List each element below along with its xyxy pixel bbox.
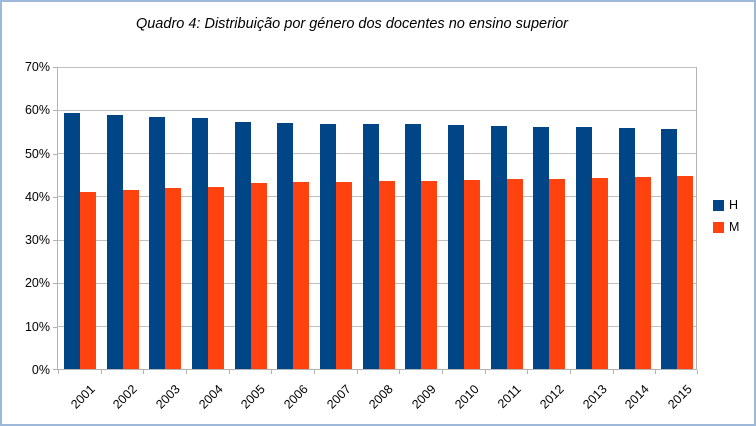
x-axis-tick <box>228 370 230 374</box>
y-axis-tick <box>53 67 58 68</box>
legend-label-h: H <box>729 198 739 212</box>
x-axis-tick <box>271 370 273 374</box>
x-axis-label-2004: 2004 <box>195 382 226 412</box>
x-axis-label-2012: 2012 <box>537 382 567 412</box>
bar-h-2011 <box>490 125 507 369</box>
legend-item-m: M <box>713 220 754 234</box>
chart-title: Quadro 4: Distribuição por género dos do… <box>135 16 569 32</box>
x-axis-label-2003: 2003 <box>153 382 183 412</box>
legend-swatch-m <box>713 221 724 233</box>
gridline <box>58 109 696 111</box>
bar-h-2005 <box>234 122 251 369</box>
bar-h-2014 <box>618 127 635 369</box>
bar-m-2010 <box>464 180 480 369</box>
x-axis-label-2008: 2008 <box>366 382 396 412</box>
x-axis-label-2009: 2009 <box>409 382 439 412</box>
x-axis-tick <box>697 370 698 374</box>
x-axis-label-2006: 2006 <box>281 382 311 412</box>
bar-h-2015 <box>661 128 678 369</box>
x-axis-label-2011: 2011 <box>495 382 524 411</box>
x-axis-tick <box>612 370 614 374</box>
plot-area: 70% 60% 50% 40% 30% 20% 10% 0% <box>25 60 698 377</box>
bar-m-2009 <box>421 180 438 369</box>
bar-m-2002 <box>122 190 139 369</box>
x-axis-label-2015: 2015 <box>665 382 695 412</box>
x-axis-tick <box>314 370 315 374</box>
x-axis-tick <box>143 370 145 374</box>
x-axis-labels: 2001 2002 2003 2004 2005 2006 2007 2008 2009 2010… <box>57 370 697 424</box>
x-axis-tick <box>655 370 657 374</box>
gridline <box>58 66 696 68</box>
x-axis-tick <box>100 370 102 374</box>
x-axis-tick <box>186 370 187 374</box>
bar-m-2004 <box>208 187 224 369</box>
y-axis-tick <box>53 110 58 112</box>
y-axis-tick <box>53 369 58 370</box>
bar-m-2011 <box>506 179 523 369</box>
bar-h-2002 <box>106 114 123 369</box>
x-axis-label-2007: 2007 <box>323 382 354 412</box>
bar-h-2010 <box>448 124 464 369</box>
bar-m-2005 <box>250 182 267 369</box>
bar-m-2014 <box>634 177 651 369</box>
bar-h-2008 <box>362 124 379 369</box>
bar-h-2009 <box>405 124 422 369</box>
y-axis-label: 60% <box>24 103 50 118</box>
x-axis-label-2001: 2001 <box>67 382 98 412</box>
bar-m-2007 <box>336 181 352 369</box>
bar-h-2006 <box>277 123 294 369</box>
legend-item-h: H <box>713 198 754 212</box>
y-axis-label: 50% <box>24 146 50 161</box>
bar-m-2012 <box>549 178 566 369</box>
x-axis-label-2002: 2002 <box>110 382 140 412</box>
x-axis-label-2014: 2014 <box>622 382 652 412</box>
bar-m-2008 <box>378 181 395 369</box>
y-axis-tick <box>53 326 58 328</box>
x-axis-tick <box>442 370 443 374</box>
bar-h-2004 <box>192 117 208 369</box>
legend: H M <box>713 198 754 242</box>
x-axis-tick <box>527 370 529 374</box>
bar-m-2015 <box>677 176 694 369</box>
y-axis-tick <box>53 153 58 155</box>
bar-h-2012 <box>533 126 550 369</box>
x-axis-tick <box>58 370 59 374</box>
y-axis-tick <box>53 240 58 242</box>
x-axis-tick <box>570 370 571 374</box>
bar-m-2001 <box>80 191 96 369</box>
y-axis-label: 40% <box>24 189 50 204</box>
bar-m-2013 <box>592 178 608 369</box>
y-axis-tick <box>53 196 58 198</box>
bar-h-2007 <box>320 123 336 369</box>
x-axis-label-2013: 2013 <box>579 382 610 412</box>
x-axis-label-2010: 2010 <box>451 382 482 412</box>
x-axis-label-2005: 2005 <box>238 382 268 412</box>
bar-h-2001 <box>64 113 80 369</box>
y-axis-label: 0% <box>31 363 50 377</box>
bar-m-2003 <box>165 188 182 369</box>
y-axis-tick <box>53 283 58 285</box>
y-axis-label: 70% <box>24 60 50 74</box>
legend-swatch-h <box>713 199 724 211</box>
legend-label-m: M <box>729 220 740 234</box>
y-axis-label: 30% <box>24 233 50 248</box>
bar-m-2006 <box>293 182 310 369</box>
y-axis-label: 20% <box>24 276 50 291</box>
x-axis-tick <box>484 370 486 374</box>
x-axis-tick <box>356 370 358 374</box>
y-axis-label: 10% <box>24 319 50 334</box>
bar-h-2013 <box>576 127 592 369</box>
x-axis-tick <box>399 370 401 374</box>
bar-h-2003 <box>149 117 166 369</box>
